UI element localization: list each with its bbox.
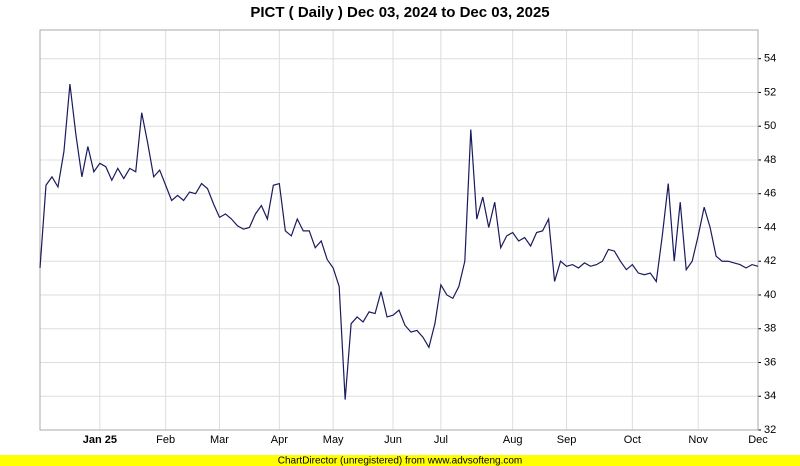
plot-area xyxy=(40,30,758,430)
y-tick-label: 46 xyxy=(764,188,776,200)
chart-title: PICT ( Daily ) Dec 03, 2024 to Dec 03, 2… xyxy=(250,4,549,21)
x-tick-label: Aug xyxy=(503,434,523,446)
y-tick-label: 44 xyxy=(764,221,776,233)
x-tick-label: Jun xyxy=(384,434,402,446)
x-tick-label: Jul xyxy=(434,434,448,446)
y-tick-label: 48 xyxy=(764,154,776,166)
x-tick-label: Dec xyxy=(748,434,768,446)
x-tick-label: Sep xyxy=(557,434,577,446)
y-tick-label: 54 xyxy=(764,53,776,65)
x-tick-label: Feb xyxy=(156,434,175,446)
plot-border xyxy=(39,29,759,431)
y-tick-label: 36 xyxy=(764,356,776,368)
price-line xyxy=(39,83,759,400)
x-tick-label: Apr xyxy=(271,434,288,446)
y-tick-label: 40 xyxy=(764,289,776,301)
x-tick-label: Oct xyxy=(624,434,641,446)
x-tick-label: Mar xyxy=(210,434,229,446)
y-tick-label: 52 xyxy=(764,86,776,98)
x-tick-label: Jan 25 xyxy=(83,434,117,446)
x-tick-label: Nov xyxy=(688,434,708,446)
footer: ChartDirector (unregistered) from www.ad… xyxy=(278,456,523,466)
y-tick-label: 32 xyxy=(764,424,776,436)
y-tick-label: 42 xyxy=(764,255,776,267)
y-tick-label: 38 xyxy=(764,323,776,335)
y-tick-label: 50 xyxy=(764,120,776,132)
y-tick-label: 34 xyxy=(764,390,776,402)
x-tick-label: May xyxy=(323,434,344,446)
footer-band xyxy=(0,455,800,466)
